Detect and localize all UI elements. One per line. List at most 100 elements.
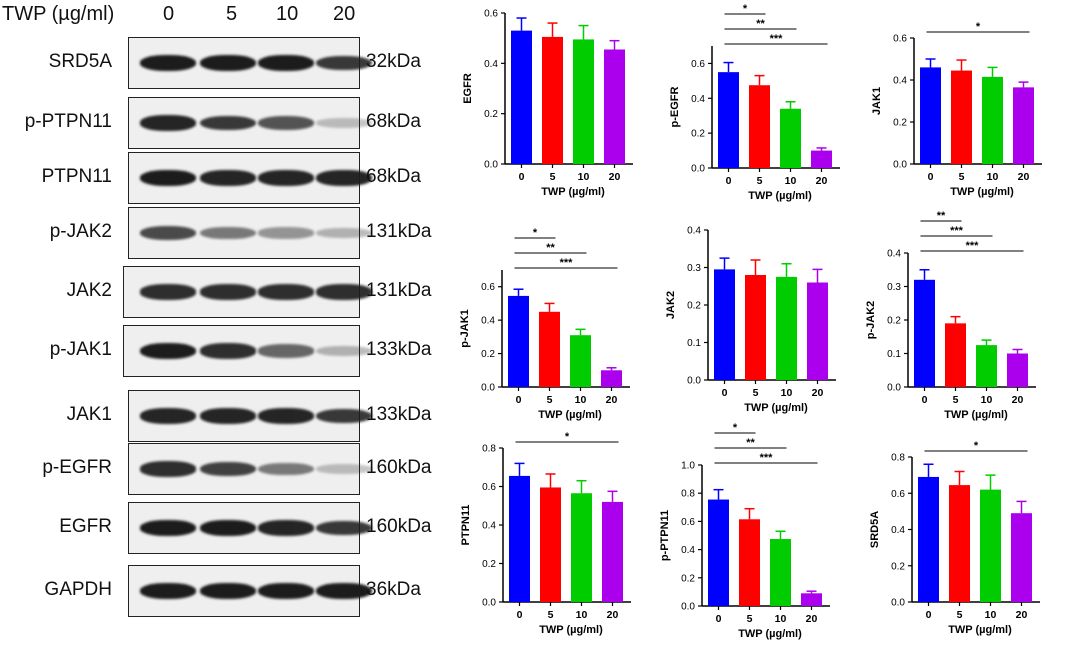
blot-band: [200, 170, 256, 186]
y-tick-label: 0.2: [681, 573, 695, 584]
blot-band: [316, 117, 372, 129]
x-tick-label: 20: [1012, 394, 1024, 406]
bar: [573, 39, 594, 164]
x-tick-label: 20: [609, 171, 621, 183]
x-tick-label: 10: [576, 609, 588, 621]
bar: [508, 295, 529, 387]
blot-band: [316, 408, 372, 424]
bar: [976, 345, 997, 387]
x-axis-label: TWP (µg/ml): [538, 409, 602, 421]
y-tick-label: 0.0: [887, 383, 901, 394]
y-tick-label: 0.8: [681, 489, 695, 500]
significance-label: *: [565, 431, 570, 443]
blot-row-label: PTPN11: [41, 166, 112, 187]
x-tick-label: 20: [1018, 171, 1030, 183]
x-tick-label: 5: [548, 609, 554, 621]
x-tick-label: 0: [726, 175, 732, 187]
blot-band: [316, 170, 372, 186]
significance-label: *: [733, 422, 738, 434]
y-tick-label: 0.2: [481, 349, 495, 360]
y-tick-label: 0.4: [482, 521, 496, 532]
blot-size-label: 68kDa: [366, 166, 421, 187]
x-axis-label: TWP (µg/ml): [738, 628, 802, 640]
y-tick-label: 0.0: [893, 160, 907, 171]
bar: [745, 275, 766, 380]
significance-label: **: [746, 437, 755, 449]
blot-size-label: 32kDa: [366, 51, 421, 72]
bar: [982, 76, 1003, 164]
x-tick-label: 10: [981, 394, 993, 406]
bar: [749, 85, 770, 168]
significance-label: **: [546, 242, 555, 254]
x-axis-label: TWP (µg/ml): [950, 186, 1014, 198]
blot-band: [200, 343, 256, 359]
y-tick-label: 0.1: [687, 338, 701, 349]
x-tick-label: 0: [922, 394, 928, 406]
x-tick-label: 0: [928, 171, 934, 183]
significance-label: *: [743, 3, 748, 15]
dose-label-20: 20: [333, 3, 356, 25]
y-tick-label: 0.2: [484, 109, 498, 120]
y-axis-label: PTPN11: [460, 505, 472, 546]
x-tick-label: 5: [550, 171, 556, 183]
blot-band: [316, 345, 372, 357]
blot-band: [316, 284, 372, 300]
blot-band: [140, 115, 196, 131]
blot-band: [140, 583, 196, 599]
x-tick-label: 5: [957, 609, 963, 621]
bar: [949, 485, 970, 602]
y-tick-label: 0.2: [482, 559, 496, 570]
x-tick-label: 10: [987, 171, 999, 183]
x-tick-label: 20: [1016, 609, 1028, 621]
y-tick-label: 0.0: [891, 598, 905, 609]
bar: [601, 370, 622, 387]
blot-band: [316, 227, 372, 239]
x-axis-label: TWP (µg/ml): [944, 409, 1008, 421]
blot-band: [140, 343, 196, 359]
bar: [602, 501, 623, 602]
significance-label: *: [974, 440, 979, 452]
x-tick-label: 10: [578, 171, 590, 183]
bar: [511, 30, 532, 164]
bar: [540, 487, 561, 602]
significance-label: **: [937, 210, 946, 222]
bar: [780, 108, 801, 168]
y-tick-label: 0.4: [687, 226, 701, 237]
y-tick-label: 0.6: [481, 282, 495, 293]
y-tick-label: 0.0: [681, 602, 695, 613]
bar: [811, 150, 832, 168]
x-tick-label: 0: [516, 394, 522, 406]
bar: [604, 49, 625, 164]
bar: [714, 269, 735, 380]
y-tick-label: 0.2: [691, 129, 705, 140]
bar: [708, 499, 729, 606]
y-axis-label: JAK1: [871, 87, 883, 115]
x-tick-label: 10: [785, 175, 797, 187]
x-tick-label: 0: [716, 613, 722, 625]
y-axis-label: EGFR: [462, 73, 474, 104]
x-tick-label: 5: [757, 175, 763, 187]
significance-label: **: [756, 18, 765, 30]
blot-band: [316, 55, 372, 71]
dose-label-5: 5: [226, 3, 238, 25]
bar: [571, 493, 592, 602]
bar: [951, 70, 972, 164]
bar: [509, 475, 530, 602]
x-axis-label: TWP (µg/ml): [539, 624, 603, 636]
blot-size-label: 131kDa: [366, 221, 432, 242]
y-axis-label: p-JAK2: [865, 301, 877, 340]
blot-band: [200, 284, 256, 300]
x-tick-label: 0: [926, 609, 932, 621]
blot-band: [200, 55, 256, 71]
blot-band: [258, 583, 314, 599]
y-axis-label: p-EGFR: [669, 86, 681, 127]
y-tick-label: 0.3: [687, 263, 701, 274]
y-axis-label: p-JAK1: [459, 309, 471, 348]
y-tick-label: 0.4: [893, 76, 907, 87]
x-tick-label: 0: [519, 171, 525, 183]
bar: [945, 323, 966, 387]
